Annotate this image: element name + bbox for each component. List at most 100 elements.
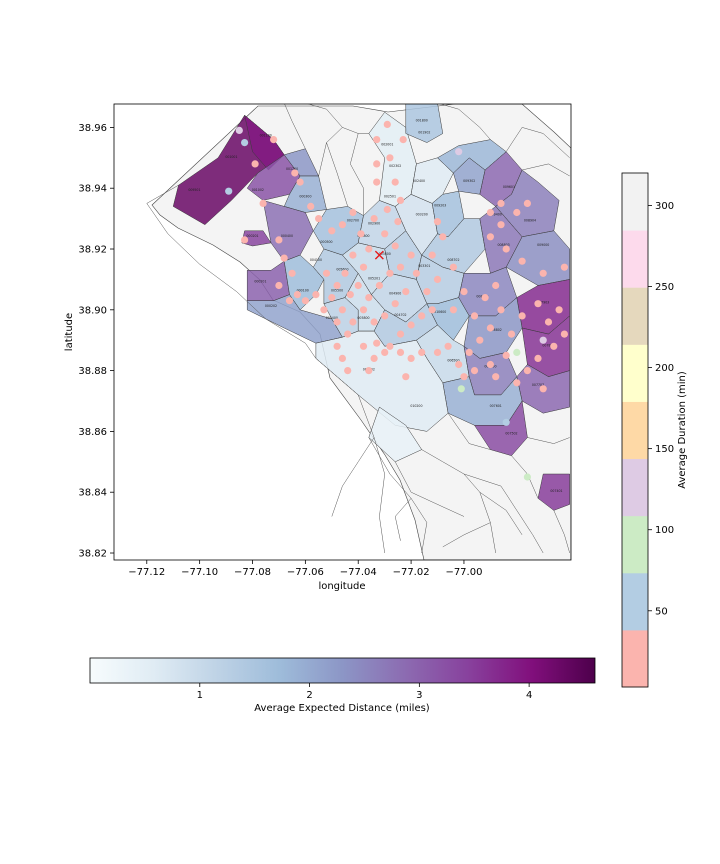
duration-band bbox=[622, 173, 648, 231]
duration-tick-label: 150 bbox=[655, 444, 674, 455]
station-point bbox=[338, 306, 346, 314]
district-label: 009302 bbox=[463, 179, 475, 183]
x-tick-label: −77.08 bbox=[234, 567, 271, 578]
district-boundary bbox=[146, 203, 385, 554]
y-axis-label: latitude bbox=[64, 313, 75, 351]
station-point bbox=[383, 120, 391, 128]
station-point bbox=[502, 418, 510, 426]
district-labels: 009501 001001 001100 001002 001200 000300 0004… bbox=[188, 118, 562, 493]
station-point bbox=[291, 169, 299, 177]
district-label: 005800 bbox=[357, 316, 369, 320]
district-label: 008702 bbox=[447, 258, 459, 262]
station-point bbox=[288, 269, 296, 277]
station-point bbox=[407, 321, 415, 329]
station-point bbox=[560, 263, 569, 271]
district-label: 002501 bbox=[384, 194, 396, 198]
station-point bbox=[460, 373, 468, 381]
station-point bbox=[396, 330, 405, 338]
district-boundary bbox=[522, 163, 570, 177]
station-point bbox=[383, 205, 391, 214]
station-point bbox=[502, 351, 510, 359]
district-boundary bbox=[326, 142, 348, 207]
station-point bbox=[320, 306, 328, 314]
station-point bbox=[523, 367, 532, 375]
station-point bbox=[513, 208, 521, 217]
y-tick-label: 38.94 bbox=[78, 184, 107, 195]
district-boundary bbox=[146, 184, 179, 204]
y-tick-label: 38.82 bbox=[78, 549, 107, 560]
station-point bbox=[365, 294, 373, 302]
district-boundary bbox=[447, 413, 491, 450]
map-plot-area: 009501 001001 001100 001002 001200 000300 0004… bbox=[113, 103, 572, 561]
station-point bbox=[293, 291, 301, 299]
district-label: 008904 bbox=[524, 219, 536, 223]
station-point bbox=[539, 269, 547, 277]
x-tick-label: −77.00 bbox=[445, 567, 482, 578]
duration-tick-label: 200 bbox=[655, 363, 674, 374]
station-point bbox=[555, 306, 563, 314]
station-point bbox=[407, 251, 415, 259]
district-label: 000201 bbox=[254, 279, 266, 283]
station-point bbox=[560, 330, 569, 338]
station-point bbox=[497, 306, 505, 314]
station-point bbox=[550, 342, 558, 350]
duration-band bbox=[622, 458, 648, 517]
district-boundary bbox=[350, 133, 364, 216]
origin-x-marker bbox=[374, 250, 384, 260]
y-tick-label: 38.84 bbox=[78, 488, 107, 499]
station-point bbox=[241, 139, 249, 147]
station-point bbox=[492, 281, 500, 290]
station-point bbox=[534, 354, 542, 362]
station-points bbox=[225, 120, 569, 481]
distance-colorbar: 1 2 3 4 Average Expected Distance (miles) bbox=[89, 657, 596, 714]
duration-band bbox=[622, 629, 648, 688]
district-label: 007804 bbox=[542, 343, 554, 347]
district-boundary bbox=[284, 104, 306, 149]
district-label: 005600 bbox=[336, 267, 348, 271]
station-point bbox=[225, 187, 233, 195]
y-axis-ticks: 38.82 38.84 38.86 38.88 38.90 38.92 38.94 38.96 bbox=[78, 123, 114, 560]
station-point bbox=[270, 136, 278, 144]
station-point bbox=[481, 294, 489, 302]
station-point bbox=[365, 245, 373, 253]
x-tick-label: −77.04 bbox=[340, 567, 377, 578]
distance-colorbar-ticks: 1 2 3 4 bbox=[197, 683, 532, 701]
district-label: 001800 bbox=[416, 118, 428, 122]
district-boundary bbox=[442, 522, 491, 548]
district-boundary bbox=[331, 437, 375, 517]
district-label: 005500 bbox=[331, 289, 343, 293]
district-regions bbox=[172, 104, 570, 511]
district-label: 009400 bbox=[490, 213, 502, 217]
station-point bbox=[346, 291, 354, 299]
station-point bbox=[285, 297, 294, 305]
distance-colorbar-gradient bbox=[89, 657, 596, 684]
station-point bbox=[275, 236, 283, 244]
origin-marker bbox=[374, 250, 384, 260]
station-point bbox=[476, 336, 484, 344]
duration-band bbox=[622, 572, 648, 631]
district-label: 000500 bbox=[320, 240, 332, 244]
duration-colorbar-label: Average Duration (min) bbox=[677, 371, 688, 489]
station-point bbox=[523, 199, 532, 207]
station-point bbox=[402, 373, 410, 381]
district-region bbox=[368, 406, 423, 463]
station-point bbox=[428, 251, 436, 259]
district-label: 007502 bbox=[505, 431, 517, 435]
district-label: 003200 bbox=[416, 213, 428, 217]
station-point bbox=[333, 281, 341, 290]
district-boundary bbox=[479, 491, 523, 535]
duration-band bbox=[622, 230, 648, 288]
station-point bbox=[373, 160, 381, 168]
distance-colorbar-label: Average Expected Distance (miles) bbox=[254, 703, 430, 714]
station-point bbox=[439, 233, 447, 241]
duration-tick-label: 300 bbox=[655, 201, 674, 212]
station-point bbox=[470, 367, 479, 375]
station-point bbox=[328, 227, 336, 235]
district-boundary bbox=[394, 498, 412, 541]
station-point bbox=[386, 154, 394, 162]
district-label: 002900 bbox=[368, 222, 380, 226]
y-tick-label: 38.90 bbox=[78, 305, 107, 316]
station-point bbox=[359, 342, 368, 350]
station-point bbox=[396, 196, 405, 204]
district-label: 000300 bbox=[299, 194, 311, 198]
